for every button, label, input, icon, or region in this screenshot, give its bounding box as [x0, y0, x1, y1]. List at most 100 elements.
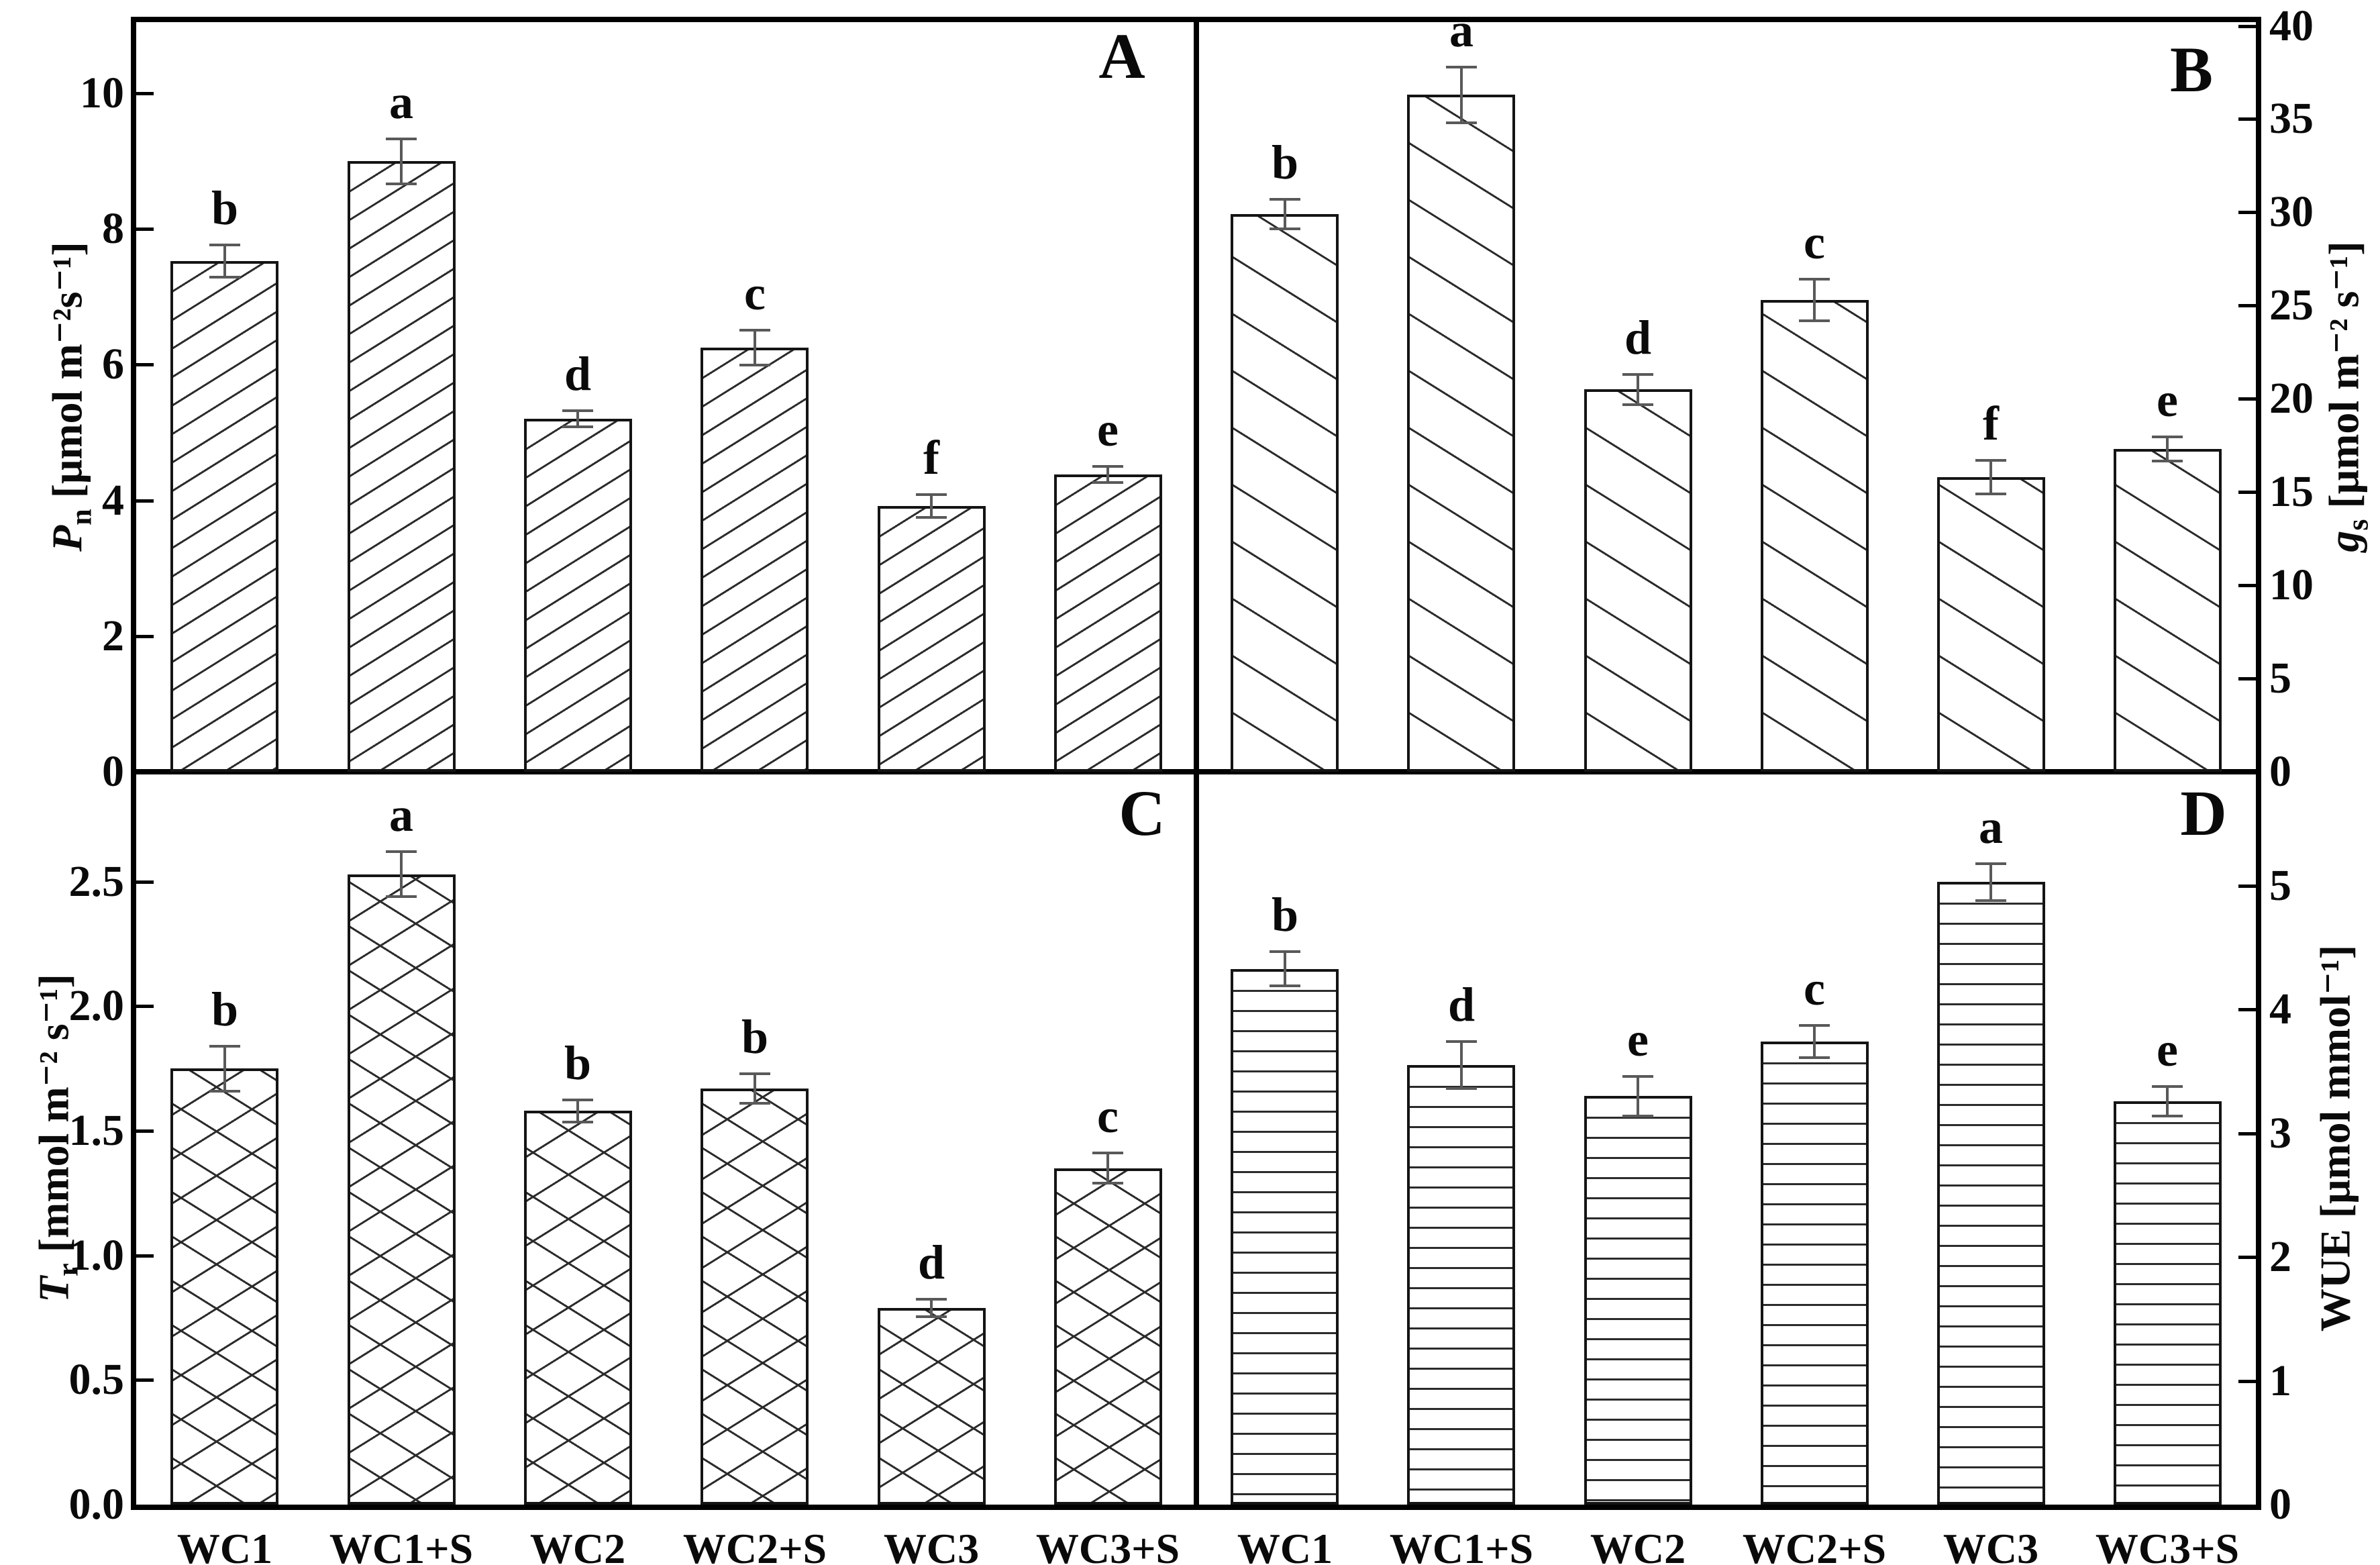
- error-bar-line-B-WC1: [1284, 199, 1286, 229]
- error-bar-line-D-WC3: [1989, 864, 1992, 901]
- bar-C-WC3: [878, 1308, 986, 1505]
- error-bar-cap-bottom-D-WC3+S: [2152, 1115, 2183, 1117]
- y-tick-label-B-10: 10: [2269, 560, 2314, 609]
- y-tick-B-15: [2238, 491, 2256, 494]
- y-tick-label-C-0: 0.0: [68, 1480, 125, 1529]
- y-tick-label-D-3: 3: [2269, 1109, 2291, 1158]
- y-tick-D-3: [2238, 1132, 2256, 1135]
- y-tick-label-B-5: 5: [2269, 654, 2291, 703]
- bar-B-WC2+S: [1761, 300, 1869, 772]
- y-tick-label-A-8: 8: [102, 204, 124, 253]
- error-bar-line-B-WC2: [1637, 374, 1639, 404]
- y-tick-label-D-4: 4: [2269, 985, 2291, 1033]
- sig-letter-C-WC2: b: [564, 1036, 592, 1090]
- error-bar-line-C-WC2+S: [754, 1074, 756, 1104]
- error-bar-line-A-WC3: [930, 495, 933, 517]
- error-bar-cap-bottom-B-WC1+S: [1446, 121, 1477, 124]
- error-bar-cap-top-B-WC1: [1270, 198, 1300, 201]
- y-tick-C-2.5: [136, 880, 154, 884]
- error-bar-cap-top-D-WC3+S: [2152, 1085, 2183, 1088]
- bar-A-WC3+S: [1054, 474, 1162, 772]
- y-tick-C-0.5: [136, 1378, 154, 1382]
- error-bar-line-C-WC1+S: [400, 852, 403, 897]
- error-bar-cap-top-D-WC1: [1270, 950, 1300, 953]
- error-bar-cap-top-C-WC1: [209, 1045, 240, 1048]
- x-label-D-WC3: WC3: [1943, 1525, 2039, 1565]
- sig-letter-C-WC1+S: a: [389, 788, 413, 842]
- error-bar-cap-bottom-D-WC3: [1975, 899, 2006, 902]
- bar-A-WC1+S: [348, 161, 456, 772]
- y-tick-label-B-25: 25: [2269, 281, 2314, 330]
- y-tick-label-A-6: 6: [102, 340, 124, 389]
- axis-title-var-A: P: [43, 525, 91, 552]
- x-label-D-WC3+S: WC3+S: [2095, 1525, 2240, 1565]
- error-bar-line-D-WC2+S: [1813, 1025, 1816, 1058]
- error-bar-cap-top-D-WC2+S: [1799, 1024, 1830, 1027]
- bar-B-WC3: [1937, 477, 2045, 772]
- sig-letter-A-WC2: d: [564, 347, 592, 401]
- y-tick-B-5: [2238, 677, 2256, 680]
- sig-letter-A-WC3+S: e: [1097, 403, 1119, 456]
- error-bar-cap-bottom-C-WC3+S: [1092, 1182, 1123, 1184]
- error-bar-cap-top-D-WC2: [1622, 1075, 1653, 1078]
- y-tick-label-C-2: 2.0: [68, 981, 125, 1030]
- y-tick-label-C-2.5: 2.5: [68, 857, 125, 906]
- error-bar-line-B-WC1+S: [1460, 67, 1463, 123]
- y-tick-label-B-15: 15: [2269, 467, 2314, 516]
- y-tick-C-1: [136, 1254, 154, 1258]
- panel-divider-horizontal: [131, 769, 2261, 774]
- error-bar-cap-top-D-WC1+S: [1446, 1040, 1477, 1043]
- y-tick-B-30: [2238, 211, 2256, 214]
- error-bar-cap-bottom-C-WC1: [209, 1090, 240, 1093]
- sig-letter-B-WC3: f: [1983, 397, 1999, 450]
- bar-D-WC2: [1584, 1096, 1692, 1505]
- axis-title-sub-B: s: [2341, 519, 2375, 531]
- sig-letter-B-WC3+S: e: [2157, 373, 2178, 427]
- error-bar-cap-top-C-WC1+S: [386, 850, 417, 853]
- sig-letter-A-WC2+S: c: [744, 266, 766, 320]
- y-tick-A-6: [136, 363, 154, 366]
- bar-C-WC1+S: [348, 874, 456, 1505]
- x-label-C-WC3: WC3: [883, 1525, 980, 1565]
- bar-D-WC3: [1937, 882, 2045, 1505]
- error-bar-cap-top-B-WC2: [1622, 373, 1653, 376]
- bar-A-WC1: [170, 261, 278, 772]
- error-bar-cap-bottom-C-WC3: [916, 1315, 947, 1318]
- y-tick-B-10: [2238, 584, 2256, 587]
- x-label-C-WC2: WC2: [529, 1525, 626, 1565]
- x-label-D-WC1: WC1: [1237, 1525, 1333, 1565]
- y-tick-A-8: [136, 228, 154, 231]
- sig-letter-B-WC1: b: [1271, 136, 1299, 189]
- bar-D-WC1: [1231, 969, 1339, 1505]
- error-bar-cap-bottom-D-WC1: [1270, 985, 1300, 987]
- y-tick-label-D-5: 5: [2269, 861, 2291, 910]
- x-label-C-WC1: WC1: [176, 1525, 273, 1565]
- error-bar-line-D-WC1+S: [1460, 1042, 1463, 1089]
- y-tick-label-C-0.5: 0.5: [68, 1355, 125, 1404]
- x-label-D-WC1+S: WC1+S: [1389, 1525, 1534, 1565]
- y-tick-label-B-0: 0: [2269, 747, 2291, 796]
- y-tick-label-C-1.5: 1.5: [68, 1106, 125, 1155]
- bar-A-WC2+S: [701, 348, 809, 772]
- error-bar-cap-bottom-A-WC3+S: [1092, 481, 1123, 484]
- bar-D-WC2+S: [1761, 1042, 1869, 1505]
- y-tick-C-2: [136, 1005, 154, 1008]
- error-bar-line-B-WC3: [1989, 460, 1992, 494]
- bar-B-WC2: [1584, 389, 1692, 772]
- error-bar-line-C-WC3+S: [1106, 1153, 1109, 1183]
- error-bar-cap-bottom-C-WC1+S: [386, 895, 417, 898]
- error-bar-line-D-WC1: [1284, 952, 1286, 987]
- error-bar-cap-bottom-D-WC2+S: [1799, 1056, 1830, 1059]
- error-bar-cap-top-A-WC3: [916, 493, 947, 496]
- y-tick-A-4: [136, 499, 154, 503]
- bar-C-WC1: [170, 1068, 278, 1505]
- error-bar-cap-bottom-A-WC1+S: [386, 183, 417, 185]
- error-bar-cap-top-A-WC1: [209, 244, 240, 246]
- panel-label-A: A: [1098, 20, 1145, 92]
- x-label-C-WC1+S: WC1+S: [329, 1525, 474, 1565]
- bar-D-WC1+S: [1407, 1065, 1515, 1505]
- sig-letter-D-WC2: e: [1627, 1013, 1649, 1066]
- bar-B-WC1: [1231, 214, 1339, 772]
- y-tick-label-B-20: 20: [2269, 374, 2314, 423]
